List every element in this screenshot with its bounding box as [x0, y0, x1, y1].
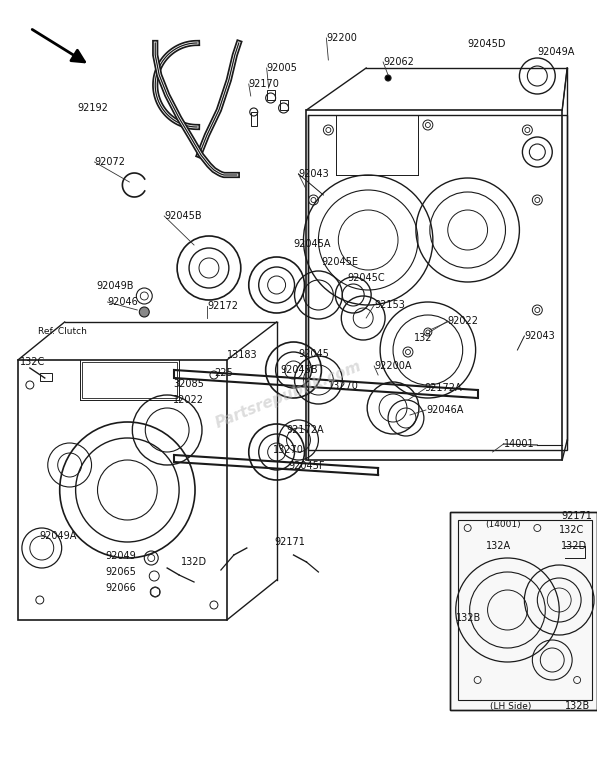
Text: 132B: 132B — [456, 613, 481, 623]
Text: 92171: 92171 — [275, 537, 305, 547]
Text: 32085: 32085 — [173, 379, 204, 389]
Text: 92043: 92043 — [524, 331, 555, 341]
Text: 92049B: 92049B — [97, 281, 134, 291]
Text: 132A: 132A — [485, 541, 511, 551]
Text: 92172A: 92172A — [424, 383, 461, 393]
Text: 92005: 92005 — [266, 63, 298, 73]
Text: 92065: 92065 — [106, 567, 136, 577]
Text: Partsrepublik.com: Partsrepublik.com — [213, 359, 364, 431]
Bar — [82, 362, 177, 398]
Text: 92200A: 92200A — [374, 361, 412, 371]
Text: 92170: 92170 — [249, 79, 280, 89]
Text: 92153: 92153 — [374, 300, 405, 310]
Text: 92022: 92022 — [448, 316, 479, 326]
Text: 92192: 92192 — [77, 103, 109, 113]
Text: Ref. Clutch: Ref. Clutch — [38, 328, 86, 336]
Text: 92046: 92046 — [107, 297, 138, 307]
Circle shape — [385, 75, 391, 81]
Text: 14001: 14001 — [503, 439, 534, 449]
Text: 225: 225 — [214, 368, 233, 378]
Text: 92045C: 92045C — [347, 273, 385, 283]
Text: 13270: 13270 — [272, 445, 304, 455]
Text: 12022: 12022 — [173, 395, 204, 405]
Text: 92049A: 92049A — [538, 47, 575, 57]
Text: 13270: 13270 — [328, 381, 359, 391]
Text: 132D: 132D — [181, 557, 207, 567]
Bar — [280, 100, 287, 110]
Text: 132: 132 — [414, 333, 433, 343]
Text: 132D: 132D — [561, 541, 587, 551]
Text: 92171: 92171 — [561, 511, 592, 521]
Text: 92072: 92072 — [95, 157, 125, 167]
Text: 132B: 132B — [565, 701, 590, 711]
Text: 92045: 92045 — [299, 349, 329, 359]
Text: 92045B: 92045B — [164, 211, 202, 221]
Text: 92045E: 92045E — [322, 257, 358, 267]
Text: 92049A: 92049A — [40, 531, 77, 541]
Text: 92045B: 92045B — [281, 365, 318, 375]
Text: 92045A: 92045A — [293, 239, 331, 249]
Text: 92045D: 92045D — [467, 39, 506, 49]
Bar — [40, 373, 52, 381]
Bar — [266, 90, 275, 100]
Text: 92172A: 92172A — [287, 425, 324, 435]
Bar — [450, 512, 597, 710]
Text: 92172: 92172 — [207, 301, 238, 311]
Text: 92049: 92049 — [106, 551, 136, 561]
Text: 92066: 92066 — [106, 583, 136, 593]
Text: 132C: 132C — [559, 525, 584, 535]
Text: 132C: 132C — [20, 357, 45, 367]
Bar — [251, 112, 257, 126]
Text: 92046A: 92046A — [426, 405, 463, 415]
Text: 92043: 92043 — [299, 169, 329, 179]
Bar — [450, 512, 597, 710]
Text: 92045F: 92045F — [289, 461, 325, 471]
Text: (14001): (14001) — [485, 519, 521, 529]
Text: 92200: 92200 — [326, 33, 357, 43]
Text: (LH Side): (LH Side) — [490, 701, 531, 711]
Text: 92062: 92062 — [383, 57, 414, 67]
Circle shape — [139, 307, 149, 317]
Text: 13183: 13183 — [227, 350, 257, 360]
